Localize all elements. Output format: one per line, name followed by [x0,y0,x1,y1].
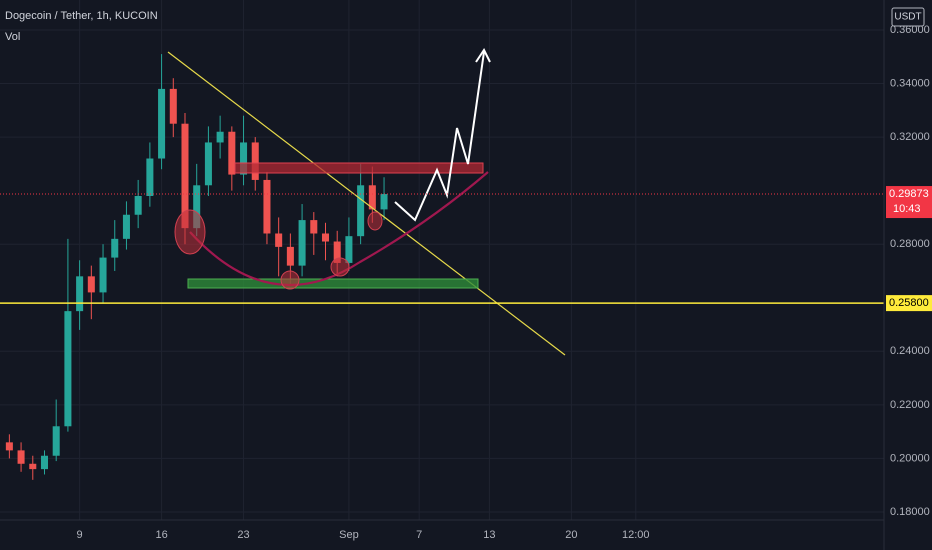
grid [0,0,884,520]
candle-body [64,311,72,427]
currency-label[interactable]: USDT [894,12,921,23]
candle-body [158,88,166,159]
candle-body [357,185,365,237]
candle-body [310,220,318,234]
circle-marker [280,270,300,290]
drawings [167,48,566,356]
candle-body [345,236,353,263]
x-tick-label: 20 [565,529,577,541]
candle-body [134,196,142,215]
level-label: 0.25800 [889,297,929,309]
candle-body [251,142,259,180]
y-tick-label: 0.24000 [890,345,930,357]
candle-body [40,455,49,470]
y-tick-label: 0.34000 [890,77,930,89]
circle-marker [330,257,350,277]
x-tick-label: 12:00 [622,529,650,541]
candle-body [76,276,84,312]
candle-body [321,233,330,242]
y-tick-label: 0.20000 [890,452,930,464]
overlays [0,193,884,304]
arrow-head [475,48,491,63]
candle-body [263,179,271,234]
candle-body [17,450,25,464]
y-tick-label: 0.28000 [890,238,930,250]
candle-body [333,241,341,263]
price-label: 0.29873 [889,188,929,200]
volume-label: Vol [5,31,20,43]
x-tick-label: 9 [77,529,83,541]
y-tick-label: 0.22000 [890,399,930,411]
candle-body [204,142,212,186]
x-tick-label: 23 [237,529,249,541]
trend-line [167,51,566,356]
support-zone [187,278,479,289]
projection-arrow [394,51,485,222]
candle-body [298,220,306,266]
level-label-box [886,295,932,312]
candle-body [99,257,107,293]
candle-body [5,442,13,451]
candle-body [122,214,130,239]
chart-title: Dogecoin / Tether, 1h, KUCOIN [5,10,158,22]
x-tick-label: Sep [339,529,359,541]
candle-body [193,185,201,229]
x-tick-label: 7 [416,529,422,541]
circle-marker [367,211,383,231]
candle-body [169,88,177,124]
y-tick-label: 0.36000 [890,24,930,36]
circle-marker [174,209,206,255]
candle-body [87,276,95,293]
x-tick-label: 16 [155,529,167,541]
y-tick-label: 0.32000 [890,131,930,143]
candle-body [228,131,236,175]
price-time: 10:43 [893,203,921,215]
candles [5,54,388,480]
candle-body [146,158,154,197]
candle-body [275,233,283,247]
currency-box[interactable] [891,7,925,27]
candle-body [29,463,37,470]
candle-body [380,194,388,210]
x-tick-label: 13 [483,529,495,541]
candle-body [286,246,294,266]
y-tick-label: 0.18000 [890,506,930,518]
price-label-box [886,186,932,219]
candle-body [52,426,60,456]
candle-body [216,131,224,143]
candle-body [181,123,189,229]
candle-body [240,142,248,175]
candle-body [368,185,376,210]
cup-curve [189,171,489,287]
candle-body [111,238,119,258]
resistance-zone [234,162,484,174]
